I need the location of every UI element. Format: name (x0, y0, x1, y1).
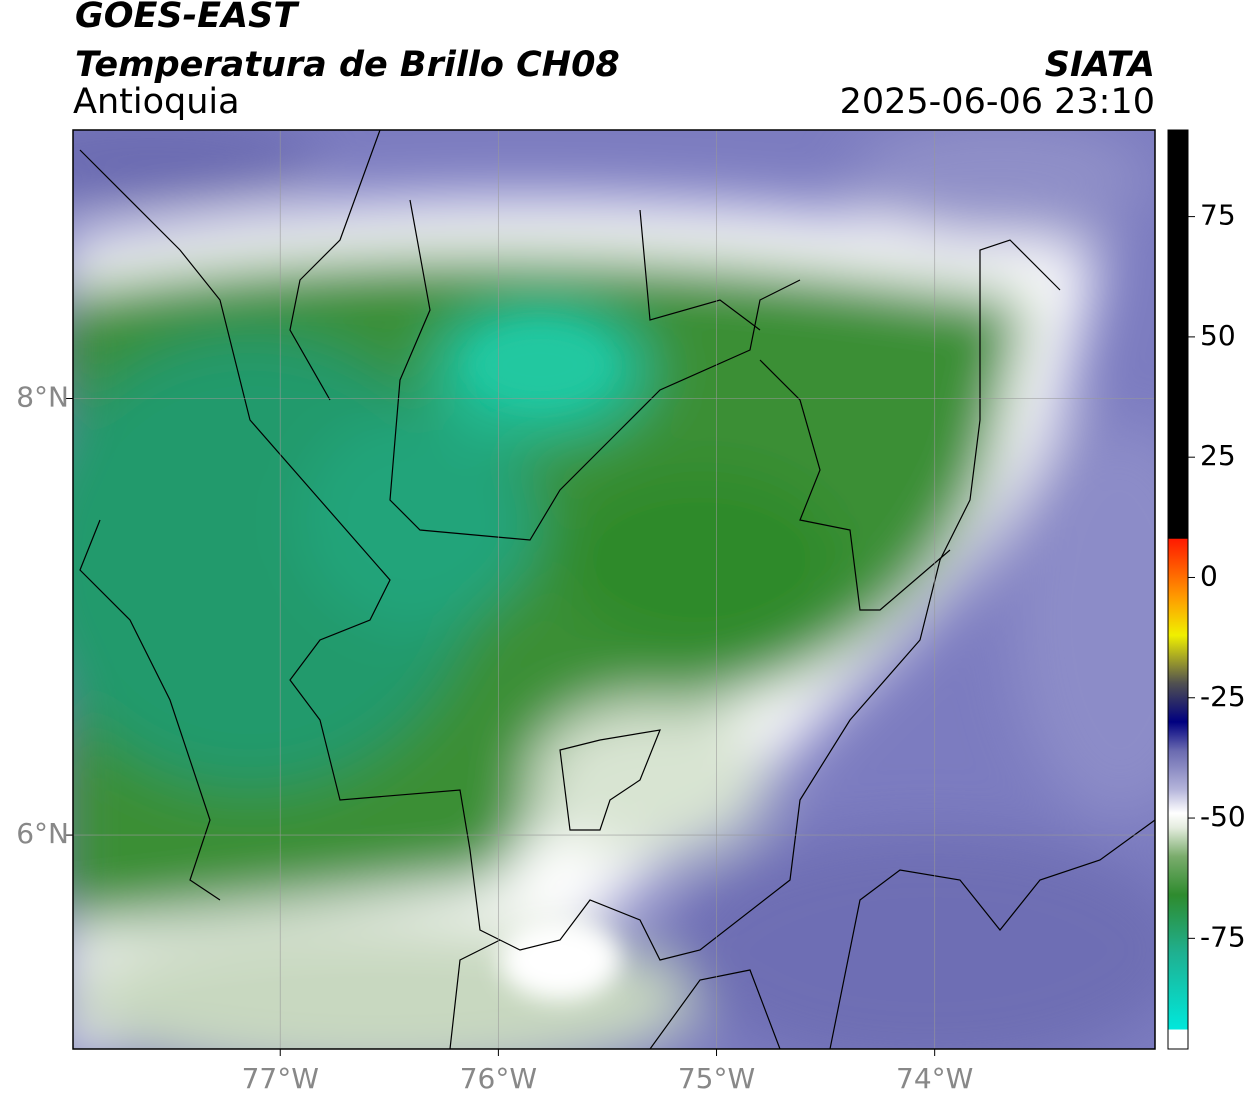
colorbar-tick-label: 25 (1200, 439, 1236, 472)
x-tick-label: 74°W (896, 1062, 973, 1095)
x-tick-label: 77°W (242, 1062, 319, 1095)
source: SIATA (1045, 45, 1155, 85)
x-tick-label: 76°W (460, 1062, 537, 1095)
colorbar-tick-label: 75 (1200, 199, 1236, 232)
subtitle: Temperatura de Brillo CH08 (75, 45, 620, 85)
colorbar-tick-label: -25 (1200, 680, 1246, 713)
title: GOES-EAST (75, 0, 300, 36)
satellite-image (73, 130, 1155, 1049)
colorbar-tick-label: 50 (1200, 319, 1236, 352)
colorbar-tick-label: -75 (1200, 920, 1246, 953)
colorbar-tick-label: -50 (1200, 800, 1246, 833)
y-tick-label: 8°N (16, 380, 69, 413)
colorbar-tick-label: 0 (1200, 559, 1218, 592)
colorbar (1167, 129, 1189, 1050)
datetime: 2025-06-06 23:10 (840, 82, 1155, 122)
region: Antioquia (73, 82, 240, 122)
borders (79, 130, 1155, 1049)
x-tick-label: 75°W (678, 1062, 755, 1095)
map-frame (72, 129, 1156, 1050)
y-tick-label: 6°N (16, 817, 69, 850)
